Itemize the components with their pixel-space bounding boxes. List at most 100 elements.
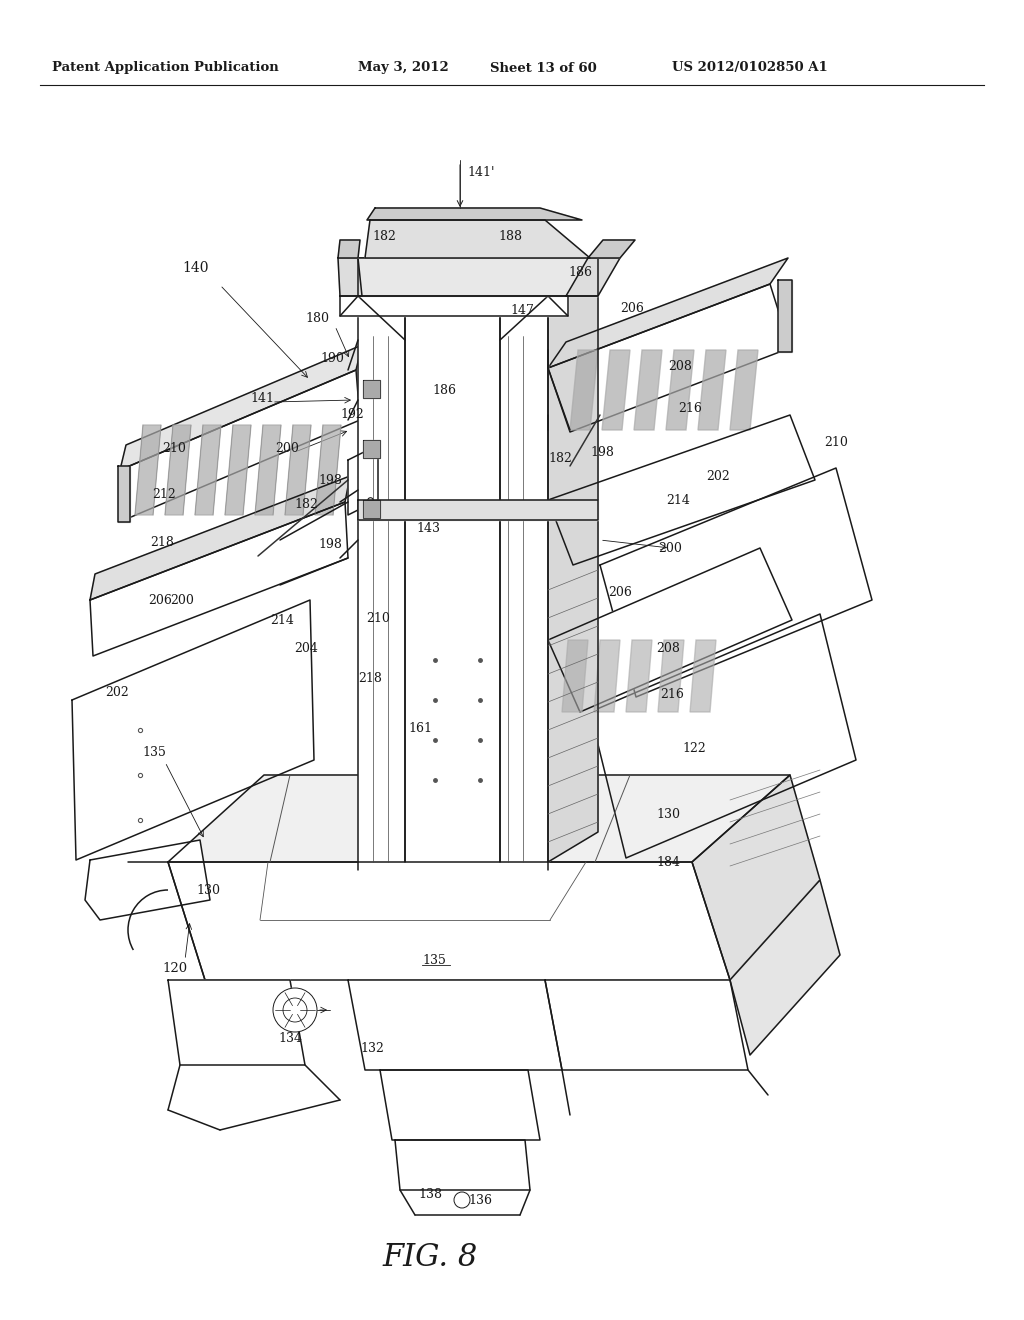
Text: 130: 130 (656, 808, 680, 821)
Text: 210: 210 (162, 441, 186, 454)
Polygon shape (690, 640, 716, 711)
Polygon shape (120, 370, 360, 520)
Text: 208: 208 (668, 359, 692, 372)
Text: 210: 210 (366, 611, 390, 624)
Text: 216: 216 (678, 401, 701, 414)
Text: 182: 182 (548, 451, 571, 465)
Polygon shape (340, 296, 568, 315)
Polygon shape (168, 862, 730, 979)
Polygon shape (120, 345, 362, 470)
Polygon shape (548, 257, 598, 862)
Polygon shape (666, 350, 694, 430)
Polygon shape (356, 257, 598, 296)
Polygon shape (362, 500, 380, 517)
Text: 198: 198 (318, 539, 342, 552)
Text: 134: 134 (278, 1031, 302, 1044)
Polygon shape (358, 296, 406, 862)
Polygon shape (168, 979, 305, 1065)
Text: 206: 206 (608, 586, 632, 598)
Text: 130: 130 (196, 883, 220, 896)
Text: 132: 132 (360, 1041, 384, 1055)
Polygon shape (380, 1071, 540, 1140)
Text: 216: 216 (660, 688, 684, 701)
Text: 190: 190 (319, 351, 344, 364)
Polygon shape (358, 500, 598, 520)
Circle shape (454, 1192, 470, 1208)
Text: 182: 182 (372, 230, 396, 243)
Polygon shape (315, 425, 341, 515)
Text: 208: 208 (656, 642, 680, 655)
Text: 140: 140 (182, 261, 209, 275)
Polygon shape (367, 209, 582, 220)
Text: 200: 200 (658, 541, 682, 554)
Text: Sheet 13 of 60: Sheet 13 of 60 (490, 62, 597, 74)
Polygon shape (600, 469, 872, 697)
Text: 141: 141 (250, 392, 274, 404)
Polygon shape (358, 257, 598, 296)
Polygon shape (168, 775, 790, 862)
Polygon shape (72, 601, 314, 861)
Text: 212: 212 (152, 488, 176, 502)
Text: 120: 120 (162, 961, 187, 974)
Text: 182: 182 (294, 499, 318, 511)
Text: 200: 200 (275, 441, 299, 454)
Text: 186: 186 (432, 384, 456, 396)
Text: 198: 198 (590, 446, 613, 458)
Polygon shape (548, 414, 815, 565)
Text: 147: 147 (510, 304, 534, 317)
Polygon shape (362, 440, 380, 458)
Polygon shape (698, 350, 726, 430)
Text: 214: 214 (666, 494, 690, 507)
Text: US 2012/0102850 A1: US 2012/0102850 A1 (672, 62, 827, 74)
Polygon shape (348, 445, 378, 515)
Polygon shape (338, 257, 362, 296)
Polygon shape (548, 257, 788, 368)
Polygon shape (165, 425, 191, 515)
Text: 202: 202 (706, 470, 730, 483)
Polygon shape (594, 640, 620, 711)
Text: 206: 206 (148, 594, 172, 606)
Text: 135: 135 (142, 746, 166, 759)
Polygon shape (634, 350, 662, 430)
Polygon shape (225, 425, 251, 515)
Text: 204: 204 (294, 642, 318, 655)
Polygon shape (590, 614, 856, 858)
Polygon shape (692, 775, 820, 979)
Polygon shape (548, 548, 792, 711)
Polygon shape (365, 220, 590, 257)
Polygon shape (338, 240, 360, 257)
Polygon shape (658, 640, 684, 711)
Text: 202: 202 (105, 685, 129, 698)
Text: 135: 135 (422, 953, 445, 966)
Polygon shape (135, 425, 161, 515)
Polygon shape (395, 1140, 530, 1191)
Text: 218: 218 (358, 672, 382, 685)
Text: 192: 192 (340, 408, 364, 421)
Text: 214: 214 (270, 614, 294, 627)
Text: 198: 198 (318, 474, 342, 487)
Text: 188: 188 (498, 231, 522, 243)
Text: 143: 143 (416, 521, 440, 535)
Text: 206: 206 (620, 301, 644, 314)
Polygon shape (406, 296, 500, 862)
Polygon shape (566, 257, 620, 296)
Circle shape (273, 987, 317, 1032)
Polygon shape (285, 425, 311, 515)
Polygon shape (118, 466, 130, 521)
Polygon shape (195, 425, 221, 515)
Polygon shape (362, 380, 380, 399)
Polygon shape (626, 640, 652, 711)
Polygon shape (85, 840, 210, 920)
Text: FIG. 8: FIG. 8 (382, 1242, 477, 1274)
Text: 186: 186 (568, 267, 592, 280)
Polygon shape (545, 979, 748, 1071)
Text: 218: 218 (150, 536, 174, 549)
Text: May 3, 2012: May 3, 2012 (358, 62, 449, 74)
Text: 210: 210 (824, 436, 848, 449)
Polygon shape (548, 284, 790, 432)
Text: 141': 141' (467, 165, 495, 178)
Polygon shape (602, 350, 630, 430)
Polygon shape (500, 296, 548, 862)
Circle shape (283, 998, 307, 1022)
Text: 138: 138 (418, 1188, 442, 1201)
